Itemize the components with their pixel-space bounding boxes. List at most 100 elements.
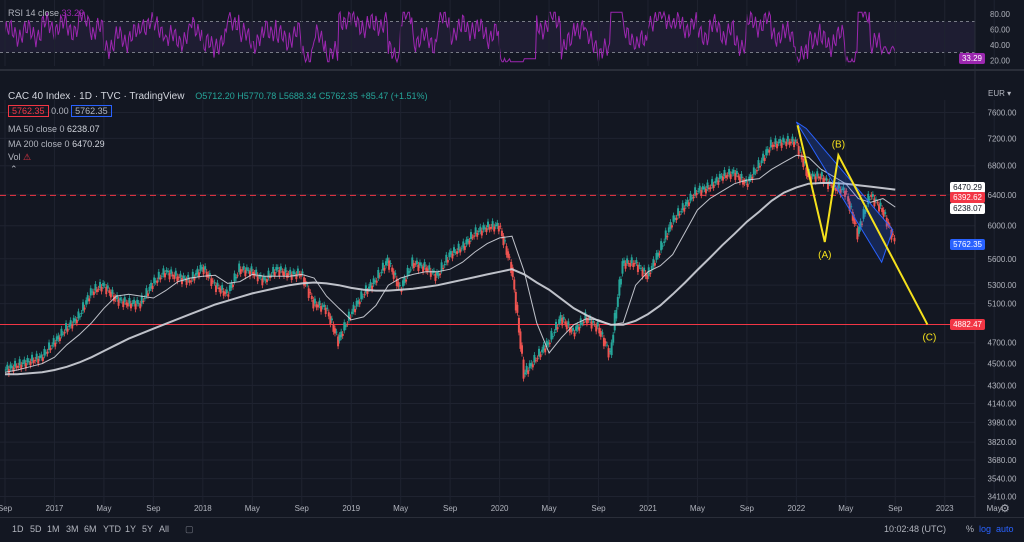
candle-body [443, 263, 446, 266]
candle-body [672, 215, 675, 222]
currency-label[interactable]: EUR ▾ [988, 89, 1012, 98]
candle-body [684, 201, 687, 207]
candle-body [301, 271, 304, 274]
candle-body [820, 172, 823, 177]
bid-box[interactable]: 5762.35 [8, 105, 49, 117]
interval[interactable]: 1D [79, 91, 92, 102]
candle-body [666, 235, 669, 238]
candle-body [167, 270, 170, 273]
downtrend-channel [795, 121, 894, 264]
symbol-name[interactable]: CAC 40 Index [8, 91, 71, 102]
candle-body [598, 327, 601, 334]
candle-body [714, 181, 717, 184]
candle-body [669, 222, 672, 229]
candle-body [799, 149, 802, 151]
candle-body [786, 136, 789, 142]
candle-body [612, 334, 615, 343]
candle-body [446, 259, 449, 263]
candle-body [344, 325, 347, 328]
rsi-value: 33.29 [61, 8, 85, 18]
candle-body [337, 336, 340, 347]
candle-body [295, 273, 298, 280]
candle-body [411, 257, 414, 267]
x-tick-label: May [690, 504, 705, 513]
auto-toggle[interactable]: auto [996, 524, 1014, 534]
vol-label: Vol [8, 152, 21, 162]
candle-body [728, 168, 731, 175]
percent-toggle[interactable]: % [966, 524, 975, 534]
candle-body [247, 270, 250, 272]
candle-body [626, 258, 629, 264]
collapse-chevron-icon[interactable]: ⌃ [10, 164, 18, 174]
range-button-1m[interactable]: 1M [47, 524, 60, 534]
candle-body [6, 364, 9, 370]
candle-body [137, 302, 140, 304]
candle-body [265, 279, 268, 283]
candle-body [613, 312, 616, 331]
candle-body [310, 295, 313, 299]
clock-time[interactable]: 10:02:48 (UTC) [884, 524, 947, 534]
candle-body [715, 176, 718, 182]
range-button-1y[interactable]: 1Y [125, 524, 137, 534]
y-tick-label: 5300.00 [988, 281, 1017, 290]
candle-body [358, 301, 361, 305]
candle-body [205, 271, 208, 278]
settings-gear-icon[interactable]: ⚙ [1000, 503, 1010, 515]
candle-body [66, 328, 69, 332]
candle-body [26, 357, 29, 363]
candle-body [34, 359, 37, 361]
candle-body [20, 364, 23, 369]
range-button-3m[interactable]: 3M [66, 524, 79, 534]
candle-body [545, 340, 548, 347]
candle-body [627, 263, 630, 265]
candle-body [551, 336, 554, 338]
candle-body [862, 209, 865, 219]
candle-body [412, 263, 415, 269]
candle-body [556, 327, 559, 330]
range-button-ytd[interactable]: YTD [103, 524, 121, 534]
range-button-all[interactable]: All [159, 524, 170, 534]
candle-body [507, 251, 510, 258]
candle-body [89, 288, 92, 296]
candle-body [75, 319, 78, 324]
candle-body [536, 358, 539, 360]
candle-body [377, 269, 380, 279]
ask-box[interactable]: 5762.35 [71, 105, 112, 117]
candle-body [418, 262, 421, 266]
range-button-5d[interactable]: 5D [30, 524, 42, 534]
warning-icon[interactable]: ⚠ [23, 152, 32, 162]
candle-body [97, 288, 100, 290]
candle-body [599, 331, 602, 337]
candle-body [558, 319, 561, 324]
candle-body [58, 337, 61, 341]
candle-body [258, 276, 261, 278]
candle-body [182, 275, 185, 279]
candle-body [55, 336, 58, 341]
candle-body [635, 260, 638, 264]
x-tick-label: May [96, 504, 111, 513]
candle-body [721, 176, 724, 181]
candle-body [496, 222, 499, 227]
candle-body [783, 141, 786, 143]
date-range-icon[interactable]: ▢ [185, 524, 194, 534]
candle-body [154, 280, 157, 282]
candle-body [488, 227, 491, 230]
candle-body [629, 263, 632, 267]
candle-body [643, 267, 646, 272]
candle-body [381, 262, 384, 271]
candle-body [494, 224, 497, 227]
range-button-5y[interactable]: 5Y [142, 524, 154, 534]
candle-body [561, 317, 564, 326]
range-button-1d[interactable]: 1D [12, 524, 24, 534]
candle-body [524, 372, 527, 375]
log-toggle[interactable]: log [979, 524, 992, 534]
candle-body [621, 261, 624, 274]
candle-body [80, 312, 83, 314]
candle-body [505, 246, 508, 255]
candle-body [638, 265, 641, 267]
candle-body [417, 264, 420, 272]
range-button-6m[interactable]: 6M [84, 524, 97, 534]
candle-body [677, 208, 680, 216]
candle-body [633, 263, 636, 265]
